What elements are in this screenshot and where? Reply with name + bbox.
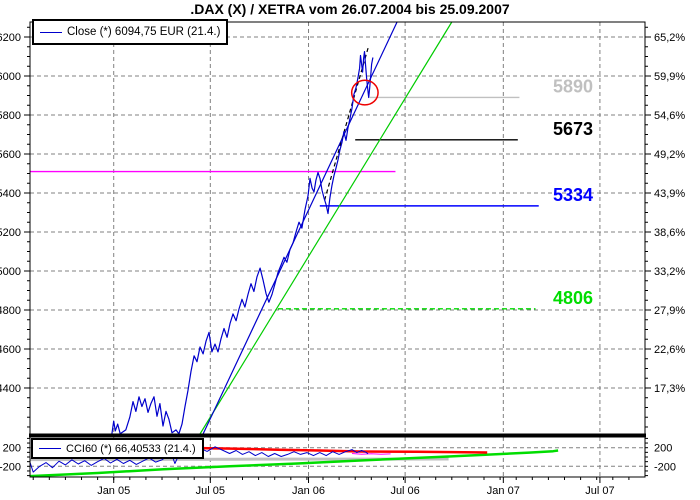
y-axis-label-right: 38,6% — [654, 227, 685, 239]
green-uptrend — [199, 21, 453, 435]
y-axis-label-right: 22,6% — [654, 344, 685, 356]
y-axis-label-right: 59,9% — [654, 71, 685, 83]
black-dashed-trend — [324, 47, 369, 201]
x-axis-label: Jul 05 — [196, 485, 225, 497]
y-axis-label-left: 5000 — [0, 266, 21, 278]
blue-uptrend — [202, 21, 398, 435]
level-label[interactable]: 4806 — [553, 288, 593, 308]
y-axis-label-left: 6000 — [0, 71, 21, 83]
chart-title: .DAX (X) / XETRA vom 26.07.2004 bis 25.0… — [190, 1, 510, 17]
y-axis-label-left: 6200 — [0, 32, 21, 44]
indicator-magenta-short — [351, 453, 391, 455]
x-axis-label: Jul 07 — [585, 485, 614, 497]
indicator-label-left: 200 — [3, 443, 21, 455]
x-axis-label: Jan 05 — [97, 485, 130, 497]
level-label[interactable]: 5673 — [553, 119, 593, 139]
price-legend[interactable]: Close (*) 6094,75 EUR (21.4.) — [32, 19, 229, 45]
x-axis-label: Jul 06 — [390, 485, 419, 497]
indicator-label-left: -200 — [0, 461, 21, 473]
price-legend-label: Close (*) 6094,75 EUR (21.4.) — [67, 26, 221, 38]
indicator-green-rising — [29, 449, 559, 478]
y-axis-label-left: 5600 — [0, 149, 21, 161]
legend-line-sample-close — [40, 31, 62, 33]
y-axis-label-right: 33,2% — [654, 266, 685, 278]
y-axis-label-left: 5800 — [0, 110, 21, 122]
annotation-circle-icon[interactable] — [350, 79, 379, 106]
y-axis-label-left: 5200 — [0, 227, 21, 239]
y-axis-label-right: 54,6% — [654, 110, 685, 122]
y-axis-label-left: 4600 — [0, 344, 21, 356]
legend-line-sample-cci — [39, 448, 61, 449]
y-axis-label-right: 27,9% — [654, 305, 685, 317]
close-line — [111, 50, 374, 435]
indicator-label-right: 200 — [654, 443, 672, 455]
cci-legend-label: CCI60 (*) 66,40533 (21.4.) — [66, 442, 196, 455]
indicator-red-declining — [186, 446, 488, 454]
level-label[interactable]: 5890 — [553, 76, 593, 96]
x-axis-label: Jan 07 — [487, 485, 520, 497]
y-axis-label-left: 4800 — [0, 305, 21, 317]
indicator-label-right: -200 — [654, 461, 676, 473]
level-label[interactable]: 5334 — [553, 185, 593, 205]
y-axis-label-left: 4400 — [0, 383, 21, 395]
cci-legend[interactable]: CCI60 (*) 66,40533 (21.4.) — [31, 438, 204, 459]
y-axis-label-right: 49,2% — [654, 149, 685, 161]
x-axis-label: Jan 06 — [292, 485, 325, 497]
y-axis-label-left: 5400 — [0, 188, 21, 200]
y-axis-label-right: 65,2% — [654, 32, 685, 44]
y-axis-label-right: 43,9% — [654, 188, 685, 200]
y-axis-label-right: 17,3% — [654, 383, 685, 395]
